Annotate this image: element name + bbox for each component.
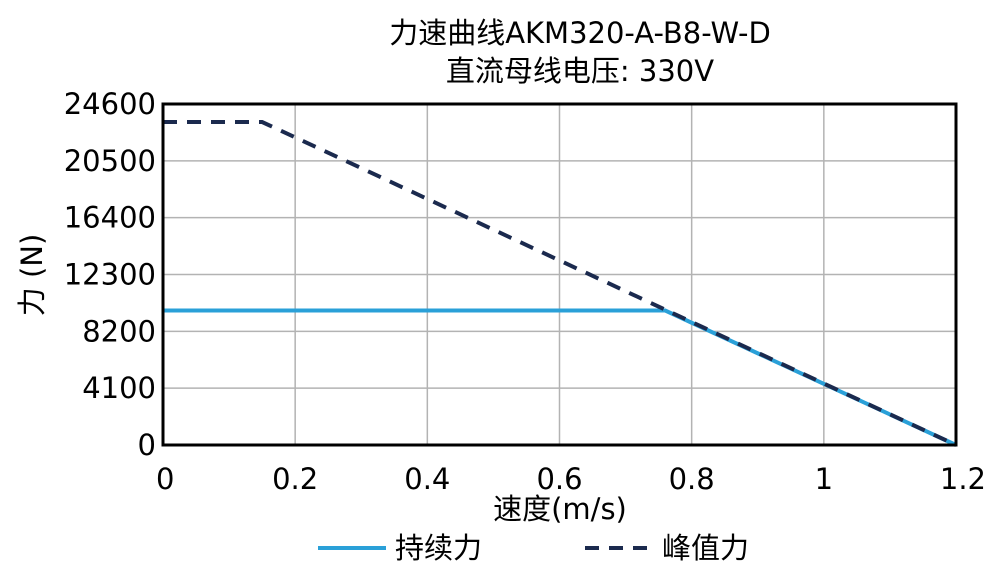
y-tick-label: 24600 bbox=[64, 87, 156, 121]
y-tick-labels: 0 4100 8200 12300 16400 20500 24600 bbox=[64, 87, 156, 462]
x-tick-label: 0 bbox=[156, 462, 174, 496]
chart-title: 力速曲线AKM320-A-B8-W-D bbox=[389, 16, 771, 50]
y-tick-label: 4100 bbox=[82, 371, 156, 405]
x-axis-label: 速度(m/s) bbox=[493, 492, 627, 526]
series-line-peak-force bbox=[163, 120, 957, 447]
legend-label: 持续力 bbox=[395, 531, 482, 565]
plot-frame bbox=[161, 102, 958, 447]
chart-subtitle: 直流母线电压: 330V bbox=[445, 54, 715, 88]
y-axis-label: 力 (N) bbox=[15, 234, 49, 317]
x-tick-label: 0.6 bbox=[536, 462, 582, 496]
y-tick-label: 20500 bbox=[64, 144, 156, 178]
x-tick-labels: 0 0.2 0.4 0.6 0.8 1 1.2 bbox=[156, 462, 986, 496]
grid-lines bbox=[162, 103, 957, 446]
y-tick-label: 16400 bbox=[64, 201, 156, 235]
x-tick-label: 0.4 bbox=[404, 462, 450, 496]
y-tick-label: 12300 bbox=[64, 258, 156, 292]
x-tick-label: 0.8 bbox=[669, 462, 715, 496]
y-tick-label: 0 bbox=[138, 428, 156, 462]
legend-label: 峰值力 bbox=[662, 531, 749, 565]
x-tick-label: 1 bbox=[815, 462, 833, 496]
y-tick-label: 8200 bbox=[82, 314, 156, 348]
x-tick-label: 0.2 bbox=[272, 462, 318, 496]
series-lines bbox=[163, 120, 957, 447]
x-tick-label: 1.2 bbox=[940, 462, 986, 496]
chart-title-block: 力速曲线AKM320-A-B8-W-D 直流母线电压: 330V bbox=[200, 14, 960, 90]
legend: 持续力 峰值力 bbox=[318, 531, 749, 565]
